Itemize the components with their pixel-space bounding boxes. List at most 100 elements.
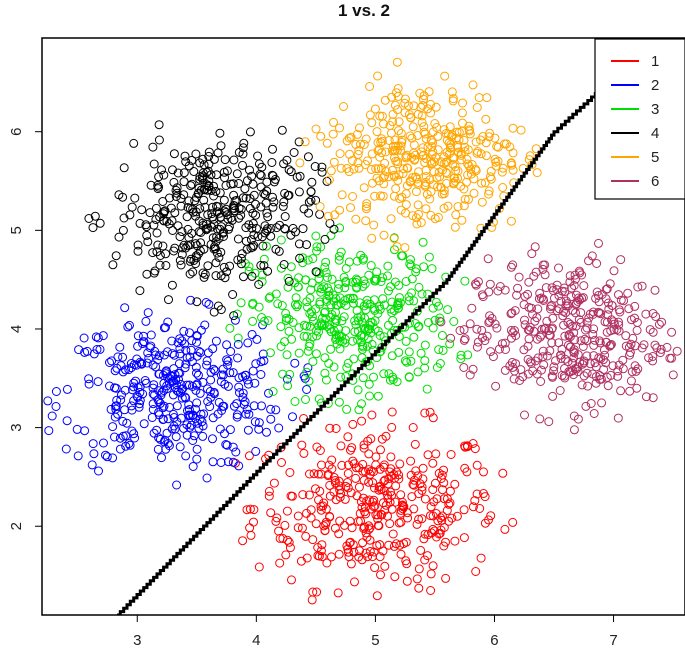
data-point bbox=[614, 317, 623, 327]
data-point bbox=[165, 193, 174, 203]
data-point bbox=[524, 334, 534, 344]
data-point bbox=[362, 532, 372, 542]
data-point bbox=[317, 284, 327, 294]
data-point bbox=[148, 360, 158, 370]
data-point bbox=[327, 552, 336, 562]
data-point bbox=[431, 297, 441, 307]
data-point bbox=[282, 350, 292, 360]
data-point bbox=[199, 244, 209, 254]
data-point bbox=[469, 188, 479, 198]
data-point bbox=[261, 241, 271, 251]
data-point bbox=[248, 298, 258, 308]
data-point bbox=[341, 300, 351, 310]
data-point bbox=[397, 137, 407, 147]
data-point bbox=[358, 373, 368, 383]
data-point bbox=[402, 508, 412, 518]
data-point bbox=[250, 417, 260, 427]
data-point bbox=[424, 252, 434, 262]
data-point bbox=[540, 270, 550, 280]
data-point bbox=[435, 172, 445, 182]
data-point bbox=[456, 350, 466, 360]
data-point bbox=[633, 282, 643, 292]
data-point bbox=[477, 290, 487, 300]
data-point bbox=[405, 131, 415, 141]
legend-label: 2 bbox=[651, 77, 659, 94]
data-point bbox=[309, 469, 319, 479]
data-point bbox=[278, 534, 288, 543]
data-point bbox=[264, 491, 274, 501]
data-point bbox=[147, 413, 157, 422]
data-point bbox=[194, 183, 204, 193]
data-point bbox=[312, 587, 322, 597]
data-point bbox=[334, 481, 344, 491]
data-point bbox=[508, 260, 518, 270]
data-point bbox=[187, 179, 197, 189]
data-point bbox=[260, 221, 270, 231]
data-point bbox=[182, 212, 192, 222]
data-point bbox=[400, 356, 410, 366]
data-point bbox=[340, 494, 350, 504]
data-point bbox=[308, 254, 318, 264]
data-point bbox=[472, 489, 482, 499]
data-point bbox=[381, 167, 391, 177]
data-point bbox=[485, 316, 495, 326]
data-point bbox=[632, 383, 642, 393]
data-point bbox=[351, 277, 361, 287]
data-point bbox=[116, 361, 126, 371]
data-point bbox=[362, 341, 372, 351]
data-point bbox=[346, 559, 356, 569]
data-point bbox=[433, 182, 442, 192]
x-tick-label: 4 bbox=[252, 632, 260, 649]
data-point bbox=[264, 293, 274, 303]
data-point bbox=[326, 230, 336, 240]
data-point bbox=[372, 591, 382, 601]
data-point bbox=[143, 237, 153, 247]
data-point bbox=[266, 414, 276, 424]
series-6-points bbox=[436, 238, 682, 435]
data-point bbox=[187, 336, 197, 346]
data-point bbox=[556, 354, 566, 363]
data-point bbox=[304, 490, 314, 500]
data-point bbox=[74, 345, 84, 355]
data-point bbox=[330, 210, 340, 220]
data-point bbox=[115, 444, 125, 454]
data-point bbox=[482, 331, 492, 341]
data-point bbox=[214, 252, 224, 262]
data-point bbox=[576, 317, 586, 327]
data-point bbox=[173, 338, 183, 348]
data-point bbox=[387, 165, 397, 175]
data-point bbox=[451, 210, 461, 220]
data-point bbox=[457, 126, 467, 136]
data-point bbox=[468, 364, 478, 374]
data-point bbox=[262, 427, 271, 437]
data-point bbox=[232, 410, 242, 420]
data-point bbox=[105, 358, 114, 367]
data-point bbox=[111, 401, 121, 411]
data-point bbox=[254, 424, 264, 434]
data-point bbox=[154, 135, 164, 145]
data-point bbox=[173, 221, 183, 231]
data-point bbox=[590, 335, 600, 345]
data-point bbox=[335, 251, 344, 261]
data-point bbox=[198, 268, 208, 278]
data-point bbox=[484, 132, 494, 142]
data-point bbox=[185, 269, 195, 279]
data-point bbox=[325, 480, 335, 490]
data-point bbox=[250, 378, 260, 388]
data-point bbox=[589, 409, 599, 418]
data-point bbox=[428, 561, 438, 571]
data-point bbox=[353, 149, 363, 159]
data-point bbox=[170, 424, 180, 434]
data-point bbox=[90, 211, 100, 221]
data-point bbox=[366, 261, 376, 270]
data-point bbox=[357, 399, 366, 409]
data-point bbox=[404, 372, 414, 382]
data-point bbox=[548, 391, 558, 401]
data-point bbox=[376, 445, 385, 455]
data-point bbox=[549, 362, 559, 372]
data-point bbox=[320, 234, 330, 244]
data-point bbox=[163, 317, 173, 327]
x-tick-label: 5 bbox=[371, 632, 379, 649]
data-point bbox=[480, 518, 490, 528]
data-point bbox=[546, 302, 556, 312]
